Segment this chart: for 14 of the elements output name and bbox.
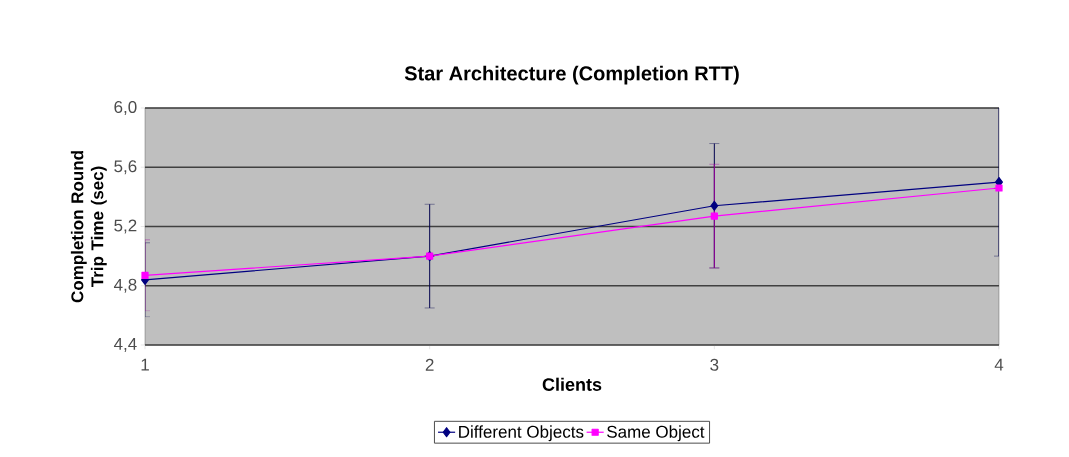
x-tick-label: 1 bbox=[141, 358, 149, 371]
x-axis-title: Clients bbox=[542, 377, 602, 391]
chart-title: Star Architecture (Completion RTT) bbox=[404, 65, 739, 85]
y-tick-label: 4,4 bbox=[113, 338, 137, 352]
legend-label: Same Object bbox=[607, 425, 705, 442]
y-axis-title: Completion Round Trip Time (sec) bbox=[70, 151, 107, 303]
y-tick-label: 5,2 bbox=[114, 219, 137, 234]
y-tick-label: 6,0 bbox=[114, 100, 137, 116]
x-tick-label: 4 bbox=[994, 358, 1004, 371]
legend-label: Different Objects bbox=[459, 425, 584, 442]
y-tick-label: 4,8 bbox=[113, 278, 137, 293]
x-tick-label: 2 bbox=[425, 358, 434, 371]
x-tick-label: 3 bbox=[710, 358, 719, 371]
y-tick-label: 5,6 bbox=[114, 160, 137, 175]
